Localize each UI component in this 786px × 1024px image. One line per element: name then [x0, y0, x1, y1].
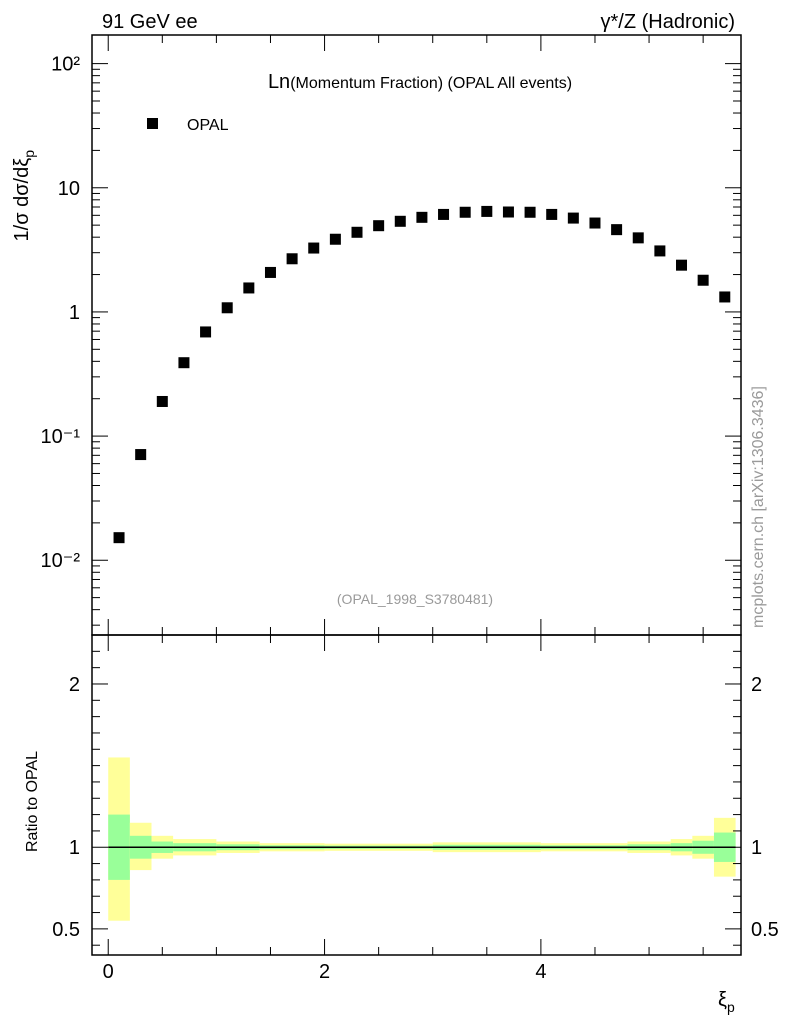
- x-tick-label: 4: [535, 961, 546, 983]
- plot-title: Ln(Momentum Fraction) (OPAL All events): [268, 71, 572, 93]
- energy-label: 91 GeV ee: [102, 11, 198, 33]
- data-point: [697, 274, 709, 286]
- source-side-label: mcplots.cern.ch [arXiv:1306.3436]: [750, 386, 767, 628]
- data-point: [308, 242, 320, 254]
- ratio-y-tick-label: 1: [69, 837, 80, 859]
- ratio-axes: 0 2 4 0.5 0.5 1 1 2 2: [52, 35, 779, 983]
- data-point: [156, 395, 168, 407]
- ratio-y-tick-label-right: 0.5: [751, 919, 779, 941]
- ratio-plot-frame: [91, 634, 742, 956]
- main-axes: 10⁻² 10⁻¹ 1 10 10²: [41, 54, 741, 626]
- ratio-y-tick-label-right: 2: [751, 674, 762, 696]
- ratio-y-tick-label-right: 1: [751, 837, 762, 859]
- data-point: [589, 217, 601, 229]
- data-point: [221, 302, 233, 314]
- data-point: [459, 206, 471, 218]
- data-point: [329, 233, 341, 245]
- data-point: [524, 206, 536, 218]
- x-tick-label: 2: [319, 961, 330, 983]
- y-label-subscript: p: [21, 150, 37, 158]
- data-point: [351, 226, 363, 238]
- data-point: [567, 212, 579, 224]
- data-point: [286, 253, 298, 265]
- x-label-subscript: p: [727, 999, 735, 1015]
- data-point: [200, 326, 212, 338]
- data-point: [654, 245, 666, 257]
- main-data-points: [113, 205, 731, 544]
- data-point: [719, 291, 731, 303]
- legend-label-opal: OPAL: [187, 117, 229, 134]
- ratio-y-tick-label: 0.5: [52, 919, 80, 941]
- data-point: [438, 208, 450, 220]
- x-axis-label: ξp: [718, 989, 735, 1015]
- main-y-tick-label: 1: [69, 302, 80, 324]
- process-label: γ*/Z (Hadronic): [601, 11, 735, 33]
- data-point: [373, 220, 385, 232]
- data-point: [632, 232, 644, 244]
- ratio-y-tick-label: 2: [69, 674, 80, 696]
- data-point: [481, 205, 493, 217]
- data-point: [611, 224, 623, 236]
- data-point: [135, 449, 147, 461]
- ratio-bands: [108, 757, 736, 921]
- data-point: [264, 266, 276, 278]
- main-y-tick-label: 10: [58, 178, 80, 200]
- main-y-tick-label: 10²: [51, 54, 80, 76]
- main-y-axis-label: 1/σ dσ/dξp: [11, 150, 37, 242]
- legend-marker-opal: [147, 118, 158, 129]
- ratio-y-axis-label: Ratio to OPAL: [24, 751, 41, 852]
- data-point: [243, 282, 255, 294]
- main-y-tick-label: 10⁻¹: [41, 426, 81, 448]
- data-point: [676, 259, 688, 271]
- data-point: [502, 206, 514, 218]
- data-point: [113, 532, 125, 544]
- data-point: [394, 215, 406, 227]
- analysis-watermark: (OPAL_1998_S3780481): [337, 591, 493, 607]
- data-point: [178, 357, 190, 369]
- x-tick-label: 0: [103, 961, 114, 983]
- data-point: [416, 211, 428, 223]
- main-y-tick-label: 10⁻²: [41, 550, 81, 572]
- data-point: [546, 208, 558, 220]
